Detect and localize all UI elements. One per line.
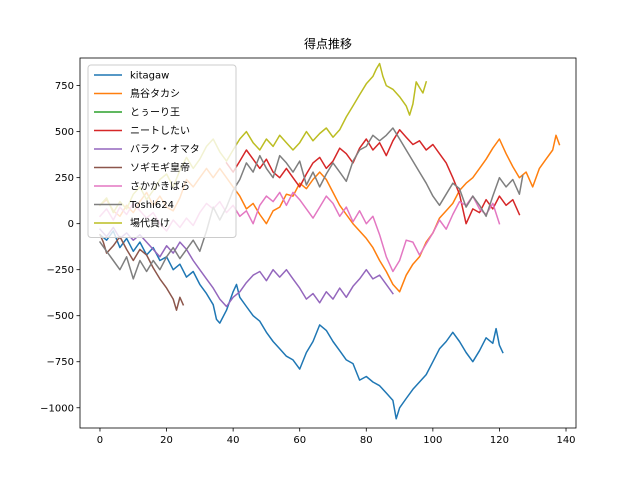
legend: kitagaw 鳥谷タカシとぅーり王ニートしたいバラク・オマタソギモギ皇帝さかかき… [87, 64, 237, 238]
y-tick-label: 0 [68, 219, 74, 230]
x-tick-label: 100 [423, 435, 442, 446]
legend-label-8: 場代負け [130, 217, 170, 230]
legend-label-6: さかかきばら [130, 181, 190, 193]
y-tick-label: 500 [55, 127, 74, 138]
y-tick-label: −750 [47, 357, 74, 368]
x-tick-label: 40 [227, 435, 240, 446]
y-tick-label: −1000 [40, 403, 74, 414]
legend-label-1: 鳥谷タカシ [130, 87, 180, 100]
x-tick-label: 80 [360, 435, 373, 446]
legend-label-7: Toshi624 [129, 200, 174, 211]
legend-label-4: バラク・オマタ [130, 144, 200, 156]
x-tick-label: 0 [97, 435, 103, 446]
series-line-3 [225, 129, 521, 225]
legend-label-2: とぅーり王 [130, 107, 180, 119]
series-line-4 [98, 226, 394, 308]
axes-frame [79, 57, 577, 429]
legend-box [87, 64, 237, 238]
series-line-7 [98, 127, 524, 280]
x-tick-label: 20 [160, 435, 173, 446]
y-tick-label: 750 [55, 81, 74, 92]
y-tick-label: 250 [55, 173, 74, 184]
axes: 0 20 40 60 80 100 120 140 −1000 −750 −500 −250 0 250 5… [40, 57, 577, 446]
legend-label-3: ニートしたい [130, 125, 190, 137]
x-tick-label: 60 [293, 435, 306, 446]
chart-title: 得点推移 [304, 36, 352, 51]
x-tick-label: 120 [490, 435, 509, 446]
y-tick-label: −500 [47, 311, 74, 322]
x-tick-label: 140 [556, 435, 575, 446]
series-line-0 [98, 230, 504, 420]
y-tick-label: −250 [47, 265, 74, 276]
legend-label-5: ソギモギ皇帝 [130, 161, 190, 174]
series-line-5 [99, 233, 185, 311]
legend-label-0: kitagaw [130, 71, 169, 82]
